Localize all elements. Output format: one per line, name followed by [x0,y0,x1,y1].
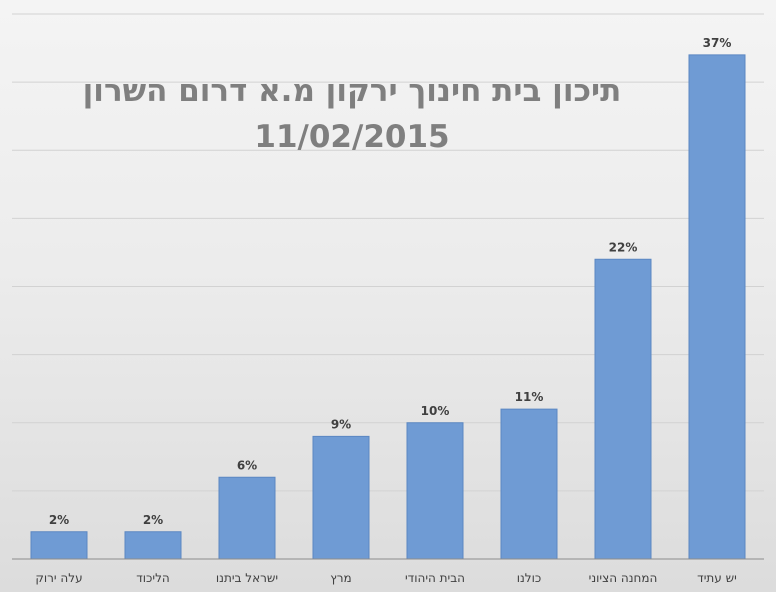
bar [30,531,88,560]
category-label: יש עתיד [697,571,737,585]
data-labels: 2% 2% 6% 9% 10% 11% 22% 37% [49,36,732,527]
data-label: 10% [421,404,450,418]
category-label: הבית היהודי [405,571,465,585]
bar [312,435,370,560]
category-label: המחנה הציוני [589,571,658,585]
category-label: הליכוד [136,571,170,585]
data-label: 9% [331,417,351,431]
data-label: 2% [49,513,69,527]
bar [500,408,558,560]
category-label: עלה ירוק [35,571,82,585]
category-label: כולנו [517,571,542,585]
data-label: 22% [609,240,638,254]
gridlines [12,13,764,492]
bar [218,476,276,560]
data-label: 37% [703,36,732,50]
bar [124,531,182,560]
category-label: מרץ [330,571,351,585]
bars [30,54,746,560]
category-labels: עלה ירוק הליכוד ישראל ביתנו מרץ הבית היהודי כ… [35,571,736,585]
bar [688,54,746,560]
data-label: 2% [143,513,163,527]
data-label: 6% [237,458,257,472]
chart-title: תיכון בית חינוך ירקון מ.א דרום השרון [83,73,622,109]
chart-subtitle: 11/02/2015 [254,119,449,155]
bar [406,422,464,560]
data-label: 11% [515,390,544,404]
category-label: ישראל ביתנו [216,571,278,585]
bar [594,258,652,560]
